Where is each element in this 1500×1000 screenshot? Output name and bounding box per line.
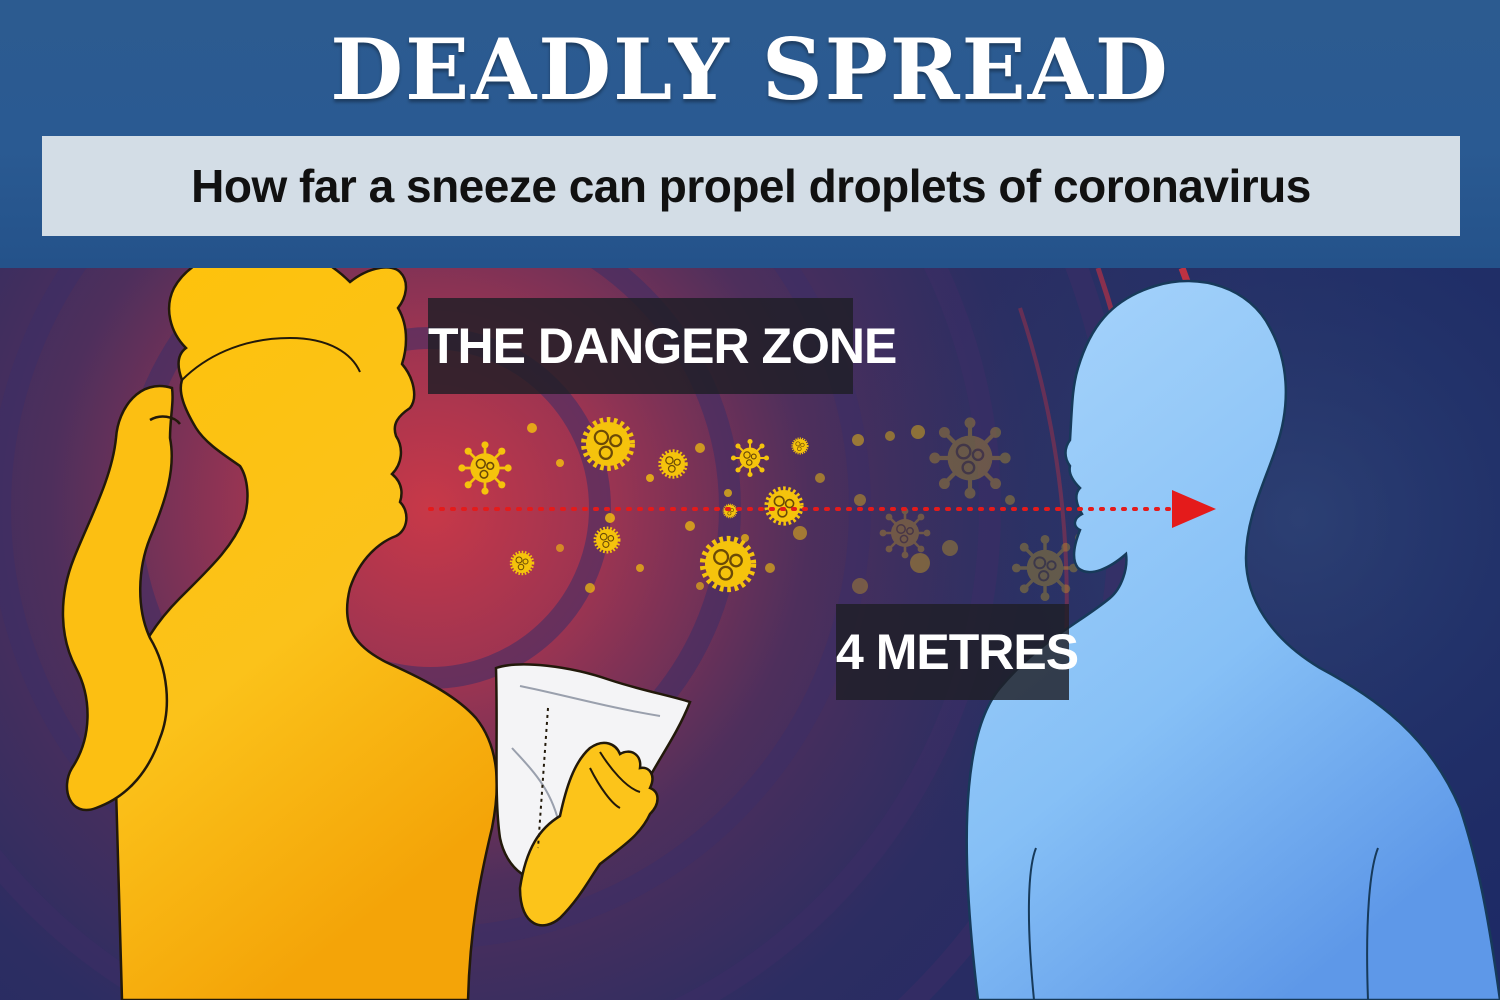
receiving-person-icon bbox=[965, 279, 1500, 1000]
header-banner: DEADLY SPREAD How far a sneeze can prope… bbox=[0, 0, 1500, 268]
danger-zone-label: THE DANGER ZONE bbox=[428, 298, 897, 394]
virus-particle-icon bbox=[729, 437, 771, 479]
distance-label: 4 METRES bbox=[836, 604, 1079, 700]
page-title: DEADLY SPREAD bbox=[330, 20, 1170, 119]
subtitle: How far a sneeze can propel droplets of … bbox=[191, 160, 1311, 212]
droplets bbox=[527, 423, 1104, 594]
sneezing-person-icon bbox=[61, 268, 692, 1000]
arrow-icon bbox=[428, 490, 1216, 528]
illustration-scene: THE DANGER ZONE 4 METRES bbox=[0, 268, 1500, 1000]
distance-text: 4 METRES bbox=[836, 624, 1079, 680]
virus-particle-icon bbox=[456, 439, 514, 497]
subtitle-box: How far a sneeze can propel droplets of … bbox=[42, 136, 1460, 236]
danger-zone-text: THE DANGER ZONE bbox=[428, 318, 897, 374]
